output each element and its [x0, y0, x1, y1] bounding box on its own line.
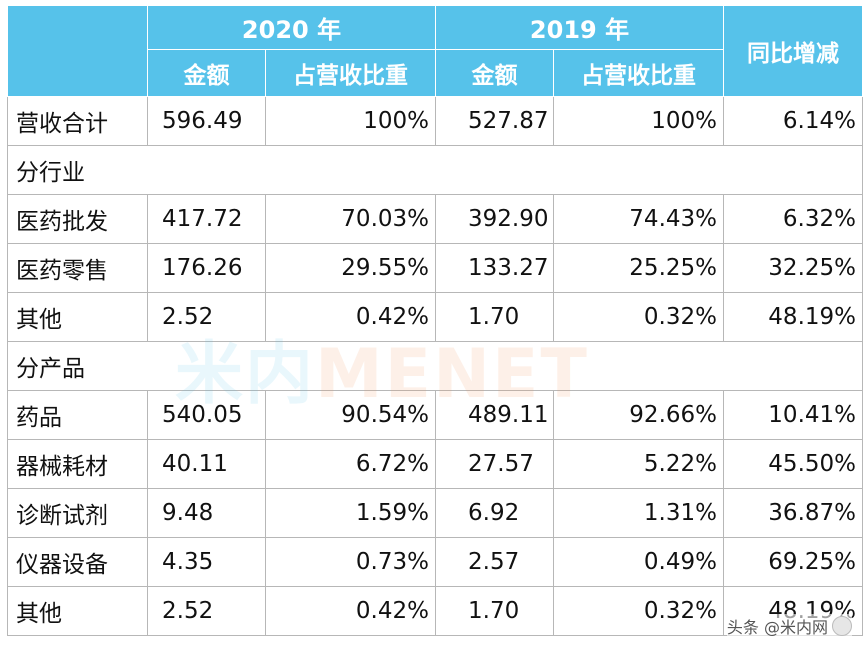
cell-amount-2019: 27.57: [435, 439, 554, 489]
cell-share-2019: 5.22%: [553, 439, 724, 489]
cell-share-2019: 1.31%: [553, 488, 724, 538]
table-row: 药品 540.05 90.54% 489.11 92.66% 10.41%: [7, 390, 863, 440]
cell-yoy: 6.14%: [723, 96, 863, 146]
cell-share-2020: 6.72%: [265, 439, 436, 489]
cell-yoy: 6.32%: [723, 194, 863, 244]
cell-amount-2019: 6.92: [435, 488, 554, 538]
source-signature: 头条 @米内网: [726, 614, 852, 638]
table-row: 诊断试剂 9.48 1.59% 6.92 1.31% 36.87%: [7, 488, 863, 538]
section-row-industry: 分行业: [7, 145, 863, 195]
cell-amount-2019: 1.70: [435, 586, 554, 636]
header-amount-2019: 金额: [435, 49, 554, 97]
row-label: 医药零售: [7, 243, 148, 293]
cell-share-2019: 92.66%: [553, 390, 724, 440]
header-amount-2020: 金额: [147, 49, 266, 97]
row-label: 仪器设备: [7, 537, 148, 587]
table-row: 器械耗材 40.11 6.72% 27.57 5.22% 45.50%: [7, 439, 863, 489]
cell-yoy: 48.19%: [723, 292, 863, 342]
cell-yoy: 10.41%: [723, 390, 863, 440]
revenue-table: 2020 年 2019 年 同比增减 金额 占营收比重 金额 占营收比重 营收合…: [7, 5, 863, 636]
cell-amount-2019: 392.90: [435, 194, 554, 244]
cell-yoy: 36.87%: [723, 488, 863, 538]
cell-share-2020: 0.42%: [265, 586, 436, 636]
cell-yoy: 32.25%: [723, 243, 863, 293]
cell-share-2020: 1.59%: [265, 488, 436, 538]
revenue-table-container: 2020 年 2019 年 同比增减 金额 占营收比重 金额 占营收比重 营收合…: [7, 5, 863, 636]
table-row-total: 营收合计 596.49 100% 527.87 100% 6.14%: [7, 96, 863, 146]
header-corner-cell: [7, 5, 148, 97]
cell-amount-2020: 417.72: [147, 194, 266, 244]
header-yoy: 同比增减: [723, 5, 863, 97]
row-label: 其他: [7, 586, 148, 636]
cell-amount-2020: 540.05: [147, 390, 266, 440]
section-title: 分行业: [7, 145, 863, 195]
signature-text: 头条 @米内网: [726, 618, 828, 637]
table-header: 2020 年 2019 年 同比增减 金额 占营收比重 金额 占营收比重: [7, 5, 863, 97]
row-label: 诊断试剂: [7, 488, 148, 538]
cell-share-2020: 70.03%: [265, 194, 436, 244]
cell-share-2020: 0.73%: [265, 537, 436, 587]
row-label: 药品: [7, 390, 148, 440]
cell-yoy: 45.50%: [723, 439, 863, 489]
cell-amount-2020: 2.52: [147, 586, 266, 636]
section-row-product: 分产品: [7, 341, 863, 391]
cell-share-2019: 0.32%: [553, 586, 724, 636]
table-row: 医药批发 417.72 70.03% 392.90 74.43% 6.32%: [7, 194, 863, 244]
section-title: 分产品: [7, 341, 863, 391]
cell-share-2019: 74.43%: [553, 194, 724, 244]
cell-amount-2020: 4.35: [147, 537, 266, 587]
cell-share-2019: 0.49%: [553, 537, 724, 587]
cell-amount-2019: 489.11: [435, 390, 554, 440]
header-share-2020: 占营收比重: [265, 49, 436, 97]
header-year-2019: 2019 年: [435, 5, 724, 50]
cell-share-2020: 0.42%: [265, 292, 436, 342]
avatar-icon: [832, 616, 852, 636]
row-label: 营收合计: [7, 96, 148, 146]
header-year-2020: 2020 年: [147, 5, 436, 50]
row-label: 其他: [7, 292, 148, 342]
table-row: 其他 2.52 0.42% 1.70 0.32% 48.19%: [7, 292, 863, 342]
cell-share-2019: 100%: [553, 96, 724, 146]
header-row-years: 2020 年 2019 年 同比增减: [7, 5, 863, 97]
cell-amount-2020: 596.49: [147, 96, 266, 146]
row-label: 医药批发: [7, 194, 148, 244]
header-share-2019: 占营收比重: [553, 49, 724, 97]
cell-amount-2019: 2.57: [435, 537, 554, 587]
cell-amount-2020: 176.26: [147, 243, 266, 293]
cell-share-2020: 90.54%: [265, 390, 436, 440]
table-row: 仪器设备 4.35 0.73% 2.57 0.49% 69.25%: [7, 537, 863, 587]
cell-amount-2020: 2.52: [147, 292, 266, 342]
cell-amount-2020: 9.48: [147, 488, 266, 538]
cell-amount-2019: 133.27: [435, 243, 554, 293]
cell-share-2020: 100%: [265, 96, 436, 146]
cell-share-2020: 29.55%: [265, 243, 436, 293]
cell-amount-2019: 1.70: [435, 292, 554, 342]
cell-amount-2020: 40.11: [147, 439, 266, 489]
cell-yoy: 69.25%: [723, 537, 863, 587]
header-row-metrics: 金额 占营收比重 金额 占营收比重: [8, 49, 863, 97]
cell-amount-2019: 527.87: [435, 96, 554, 146]
cell-share-2019: 0.32%: [553, 292, 724, 342]
table-row: 医药零售 176.26 29.55% 133.27 25.25% 32.25%: [7, 243, 863, 293]
cell-share-2019: 25.25%: [553, 243, 724, 293]
row-label: 器械耗材: [7, 439, 148, 489]
table-body: 营收合计 596.49 100% 527.87 100% 6.14% 分行业 医…: [7, 96, 863, 636]
